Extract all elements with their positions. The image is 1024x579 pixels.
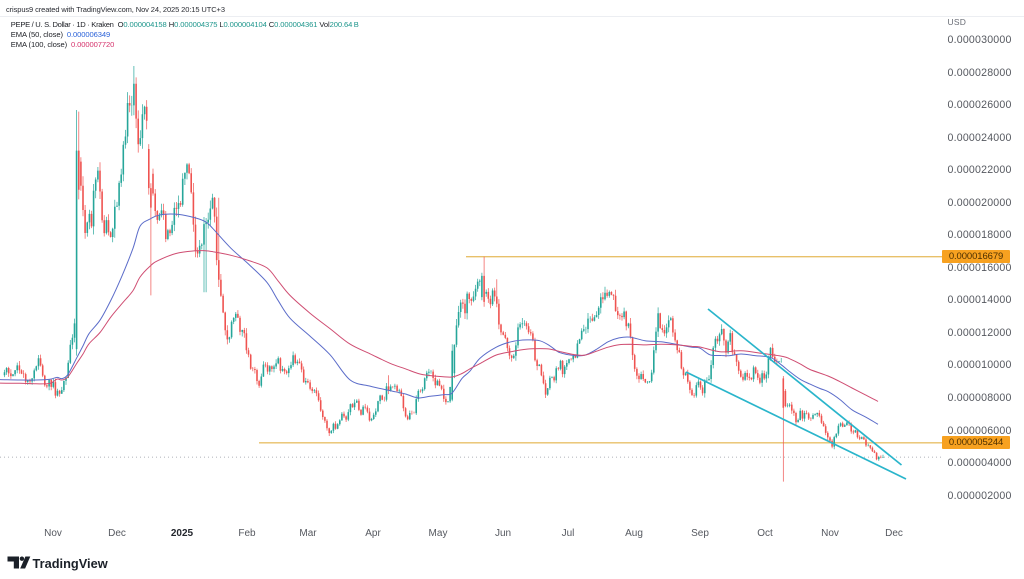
- svg-text:TradingView: TradingView: [33, 556, 108, 571]
